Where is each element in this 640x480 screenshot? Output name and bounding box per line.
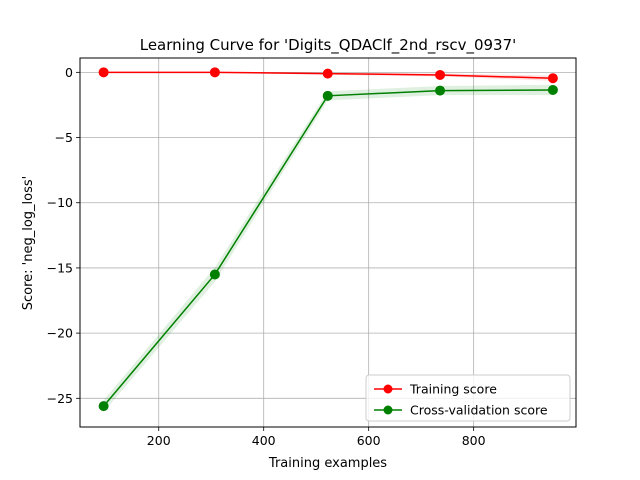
chart-title: Learning Curve for 'Digits_QDAClf_2nd_rs…	[140, 36, 517, 55]
cv-score-point	[547, 84, 558, 95]
training-score-point	[209, 67, 220, 78]
y-tick-label: −20	[47, 326, 73, 341]
y-tick-label: 0	[65, 65, 73, 80]
y-tick-label: −25	[47, 391, 73, 406]
legend-training-label: Training score	[409, 382, 497, 397]
series-lines	[98, 67, 558, 412]
y-tick-label: −5	[55, 130, 73, 145]
x-tick-label: 200	[147, 433, 171, 448]
axis-ticks: 200 400 600 800 0 −5 −10 −15 −20 −25	[47, 65, 486, 448]
legend-training-swatch-marker	[383, 384, 393, 394]
legend-cv-swatch-marker	[383, 405, 393, 415]
x-axis-label: Training examples	[268, 456, 387, 471]
y-axis-label: Score: 'neg_log_loss'	[21, 176, 36, 311]
x-tick-label: 400	[252, 433, 276, 448]
y-tick-label: −10	[47, 195, 73, 210]
legend-cv-label: Cross-validation score	[410, 403, 548, 418]
legend: Training score Cross-validation score	[365, 374, 571, 422]
y-tick-label: −15	[47, 260, 73, 275]
x-tick-label: 600	[357, 433, 381, 448]
training-score-point	[98, 67, 109, 78]
plot-area-frame	[79, 57, 577, 428]
training-score-point	[547, 73, 558, 84]
legend-box	[365, 374, 571, 422]
cv-score-point	[98, 401, 109, 412]
training-score-point	[322, 68, 333, 79]
cv-score-point	[435, 85, 446, 96]
cv-score-point	[209, 269, 220, 280]
x-tick-label: 800	[462, 433, 486, 448]
training-score-point	[435, 69, 446, 80]
cv-score-point	[322, 90, 333, 101]
